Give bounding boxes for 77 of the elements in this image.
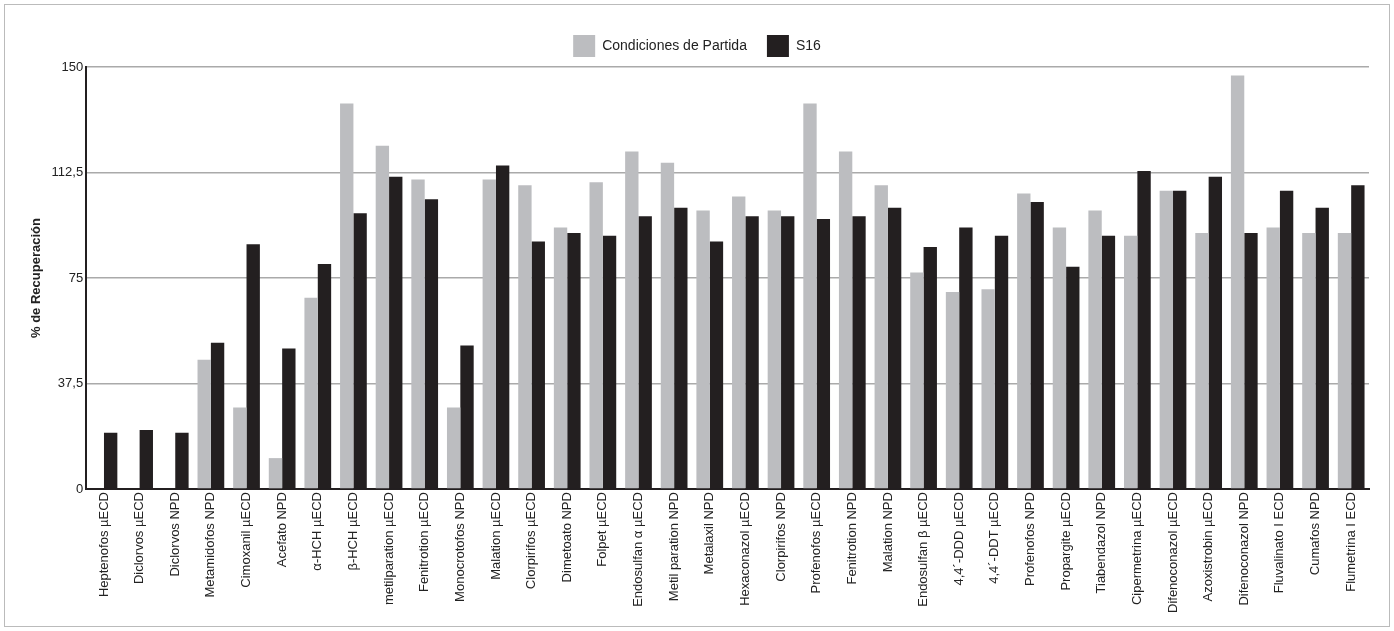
bar bbox=[660, 162, 675, 489]
x-tick-label: Fenitrotion µECD bbox=[416, 492, 432, 593]
x-tick-label: 4,4´-DDD µECD bbox=[950, 492, 966, 586]
bar bbox=[411, 179, 425, 489]
y-tick-label: 0 bbox=[75, 480, 84, 496]
x-tick-label: Clorpirifos µECD bbox=[523, 492, 539, 590]
x-tick-label: Profenofos µECD bbox=[808, 492, 824, 594]
y-tick-label: 112,5 bbox=[51, 164, 84, 180]
x-tick-label: Hexaconazol µECD bbox=[736, 492, 752, 606]
x-tick-label: Metalaxil NPD bbox=[701, 492, 717, 575]
x-tick-label: Fluvalinato I ECD bbox=[1271, 492, 1287, 594]
x-tick-label: Folpet µECD bbox=[594, 492, 610, 567]
x-tick-label: metilparation µECD bbox=[380, 492, 396, 606]
x-tick-label: Difenoconazol µECD bbox=[1164, 492, 1180, 613]
bar bbox=[981, 289, 995, 489]
bar bbox=[838, 151, 853, 489]
bar bbox=[696, 210, 710, 489]
bar bbox=[1302, 233, 1316, 489]
x-tick-label: Tiabendazol NPD bbox=[1093, 492, 1109, 594]
x-tick-label: Propargite µECD bbox=[1057, 492, 1073, 591]
bar bbox=[304, 297, 318, 489]
x-tick-label: Dimetoato NPD bbox=[558, 492, 574, 583]
x-tick-label: 4,4´-DDT µECD bbox=[986, 492, 1002, 584]
x-tick-label: α-HCH µECD bbox=[309, 492, 325, 571]
bar bbox=[1124, 235, 1138, 489]
bar bbox=[1159, 190, 1174, 489]
x-tick-label: Malation NPD bbox=[879, 492, 895, 573]
bar bbox=[767, 210, 782, 489]
x-tick-label: Cipermetrina µECD bbox=[1128, 492, 1144, 606]
bar bbox=[945, 292, 960, 489]
x-tick-label: β-HCH µECD bbox=[345, 492, 360, 571]
bar bbox=[910, 272, 924, 489]
bar bbox=[1337, 233, 1352, 489]
x-tick-label: Fenitrotion NPD bbox=[843, 492, 859, 585]
bar bbox=[732, 196, 746, 489]
bar bbox=[268, 458, 283, 489]
x-tick-label: Diclorvos µECD bbox=[131, 492, 147, 585]
bar bbox=[197, 359, 211, 489]
y-tick-label: 75 bbox=[68, 269, 84, 285]
bar bbox=[1230, 75, 1245, 489]
x-tick-label: Metamidofos NPD bbox=[202, 492, 218, 598]
y-tick-label: 150 bbox=[61, 58, 84, 74]
bar bbox=[874, 185, 888, 489]
x-tick-label: Heptenofos µECD bbox=[95, 492, 111, 598]
x-tick-label: Difenoconazol NPD bbox=[1235, 492, 1251, 606]
x-tick-label: Malation µECD bbox=[487, 492, 503, 580]
x-tick-label: Clorpirifos NPD bbox=[772, 492, 788, 582]
x-tick-label: Endosulfan β µECD bbox=[915, 492, 931, 607]
x-tick-label: Profenofos NPD bbox=[1022, 492, 1038, 586]
x-tick-label: Cumafos NPD bbox=[1307, 492, 1323, 576]
bar bbox=[375, 145, 390, 489]
bar bbox=[446, 407, 461, 489]
bar bbox=[518, 185, 532, 489]
legend-label: S16 bbox=[795, 36, 822, 53]
x-tick-label: Acefato NPD bbox=[273, 492, 289, 568]
x-tick-label: Monocrotofos NPD bbox=[451, 492, 467, 602]
bar bbox=[1195, 233, 1209, 489]
bar bbox=[233, 407, 247, 489]
bar bbox=[1088, 210, 1102, 489]
x-tick-label: Metil paration NPD bbox=[665, 492, 681, 602]
bar bbox=[625, 151, 639, 489]
bar bbox=[482, 179, 496, 489]
bar bbox=[340, 103, 354, 489]
bar bbox=[589, 182, 603, 489]
y-tick-label: 37,5 bbox=[57, 375, 84, 391]
x-tick-label: Flumetrina I ECD bbox=[1342, 492, 1358, 592]
x-tick-label: Diclorvos NPD bbox=[166, 492, 182, 577]
x-tick-label: Endosulfan α µECD bbox=[630, 492, 646, 607]
x-tick-label: Azoxistrobin µECD bbox=[1200, 492, 1216, 602]
y-axis-title: % de Recuperación bbox=[28, 218, 44, 338]
bar bbox=[1052, 227, 1067, 489]
legend-label: Condiciones de Partida bbox=[602, 36, 748, 53]
bar bbox=[1017, 193, 1031, 489]
x-tick-label: Cimoxanil µECD bbox=[238, 492, 254, 588]
bar bbox=[553, 227, 568, 489]
bar bbox=[803, 103, 817, 489]
bar bbox=[1266, 227, 1280, 489]
